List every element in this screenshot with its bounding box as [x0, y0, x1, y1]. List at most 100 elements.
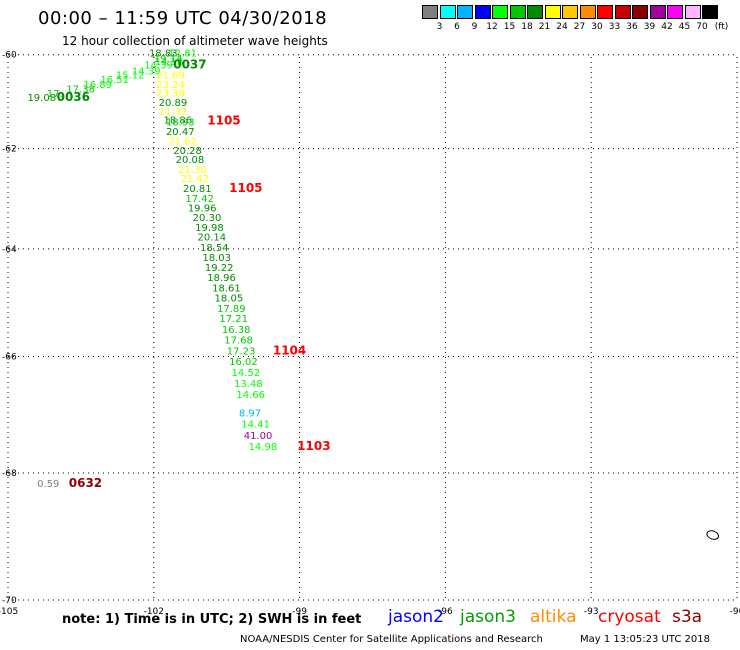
wave-height-value: 14.18 [155, 57, 184, 68]
wave-height-value: 21.32 [159, 107, 188, 118]
legend-swatch [422, 5, 438, 19]
lon-tick-label: -93 [584, 607, 599, 617]
lat-tick-label: -64 [2, 245, 17, 255]
legend-unit: (ft) [714, 22, 729, 32]
wave-height-value: 16.51 [100, 75, 129, 86]
wave-height-value: 17.38 [66, 84, 95, 95]
legend-label: 6 [454, 22, 460, 32]
wave-height-value: 19.98 [195, 223, 224, 234]
legend-swatch [667, 5, 683, 19]
wave-height-value: 23.24 [156, 80, 185, 91]
wave-height-value: 18.05 [215, 294, 244, 305]
lat-tick-label: -60 [2, 51, 17, 61]
legend-label: 36 [626, 22, 638, 32]
island-outline [706, 530, 720, 540]
legend-label: 42 [661, 22, 673, 32]
wave-height-value: 20.47 [166, 127, 195, 138]
wave-height-value: 20.28 [173, 146, 202, 157]
wave-height-value: 14.66 [236, 390, 265, 401]
lon-tick-label: -102 [144, 607, 164, 617]
wave-height-value: 14.39 [144, 60, 173, 71]
wave-height-value: 0.59 [37, 479, 59, 490]
legend-label: 33 [608, 22, 621, 32]
legend-label: 15 [503, 22, 516, 32]
legend-swatch [457, 5, 473, 19]
wave-height-value: 17.21 [219, 314, 248, 325]
wave-height-value: 15.12 [116, 71, 145, 82]
pass-time-label: 1104 [273, 343, 306, 357]
wave-height-value: 18.93 [166, 118, 195, 129]
legend-swatch [597, 5, 613, 19]
legend-label: 27 [573, 22, 586, 32]
wave-height-value: 21.62 [168, 137, 197, 148]
wave-height-value: 8.97 [239, 408, 261, 419]
legend-label: 9 [471, 22, 478, 32]
wave-height-value: 14.98 [249, 442, 278, 453]
pass-time-label: 1105 [229, 181, 262, 195]
legend-swatch [439, 5, 456, 19]
wave-height-value: 16.89 [83, 80, 112, 91]
wave-height-value: 17.42 [185, 194, 214, 205]
wave-height-value: 14.52 [232, 368, 261, 379]
generation-timestamp: May 1 13:05:23 UTC 2018 [580, 634, 710, 645]
wave-height-value: 20.89 [159, 98, 188, 109]
lon-tick-label: -99 [292, 607, 307, 617]
credit-line: NOAA/NESDIS Center for Satellite Applica… [240, 634, 543, 645]
legend-swatch [579, 5, 596, 19]
wave-height-value: 18.83 [149, 49, 178, 60]
wave-height-value: 18.61 [212, 283, 241, 294]
legend-swatch [649, 5, 666, 19]
chart-title: 00:00 – 11:59 UTC 04/30/2018 [38, 8, 328, 29]
wave-height-value: 16.38 [222, 325, 251, 336]
legend-label: 3 [436, 22, 443, 32]
mission-label: altika [530, 607, 577, 627]
chart-subtitle: 12 hour collection of altimeter wave hei… [62, 34, 328, 48]
wave-height-value: 17.89 [217, 304, 246, 315]
pass-time-label: 1105 [207, 114, 240, 128]
wave-height-value: 19.14 [154, 54, 183, 65]
legend-label: 70 [696, 22, 708, 32]
lat-tick-label: -66 [2, 352, 17, 362]
wave-height-value: 41.00 [244, 431, 273, 442]
legend-label: 30 [591, 22, 603, 32]
legend-swatch [527, 5, 543, 19]
lon-tick-label: -105 [0, 607, 18, 617]
wave-height-value: 21.69 [156, 71, 185, 82]
legend-label: 18 [521, 22, 533, 32]
legend-label: 21 [538, 22, 551, 32]
wave-height-value: 21.42 [181, 174, 210, 185]
wave-height-value: 19.96 [188, 203, 217, 214]
legend-swatch [509, 5, 526, 19]
wave-height-value: 19.08 [27, 93, 56, 104]
legend-label: 12 [486, 22, 498, 32]
pass-time-label: 0037 [173, 57, 206, 71]
mission-label: jason2 [388, 607, 444, 627]
legend-label: 39 [643, 22, 656, 32]
wave-height-value: 14.41 [241, 420, 270, 431]
wave-height-value: 18.54 [200, 243, 229, 254]
footnote: note: 1) Time is in UTC; 2) SWH is in fe… [62, 612, 362, 627]
mission-label: cryosat [598, 607, 661, 627]
wave-height-value: 17.23 [227, 346, 256, 357]
mission-label: s3a [672, 607, 703, 627]
legend-swatch [702, 5, 718, 19]
legend-label: 45 [678, 22, 691, 32]
legend-swatch [562, 5, 578, 19]
wave-height-value: 16.02 [229, 357, 258, 368]
wave-height-value: 18.03 [202, 253, 231, 264]
mission-label: jason3 [460, 607, 516, 627]
wave-height-value: 12.81 [168, 49, 197, 60]
wave-height-value: 17.68 [224, 336, 253, 347]
legend-swatch [544, 5, 561, 19]
pass-time-label: 1103 [297, 439, 330, 453]
lon-tick-label: -96 [438, 607, 453, 617]
wave-height-value: 20.30 [193, 213, 222, 224]
legend-swatch [684, 5, 701, 19]
legend-swatch [492, 5, 508, 19]
lat-tick-label: -70 [2, 596, 17, 606]
pass-time-label: 0632 [69, 476, 102, 490]
legend-swatch [474, 5, 491, 19]
wave-height-value: 17. [47, 89, 63, 100]
legend-swatch [614, 5, 631, 19]
